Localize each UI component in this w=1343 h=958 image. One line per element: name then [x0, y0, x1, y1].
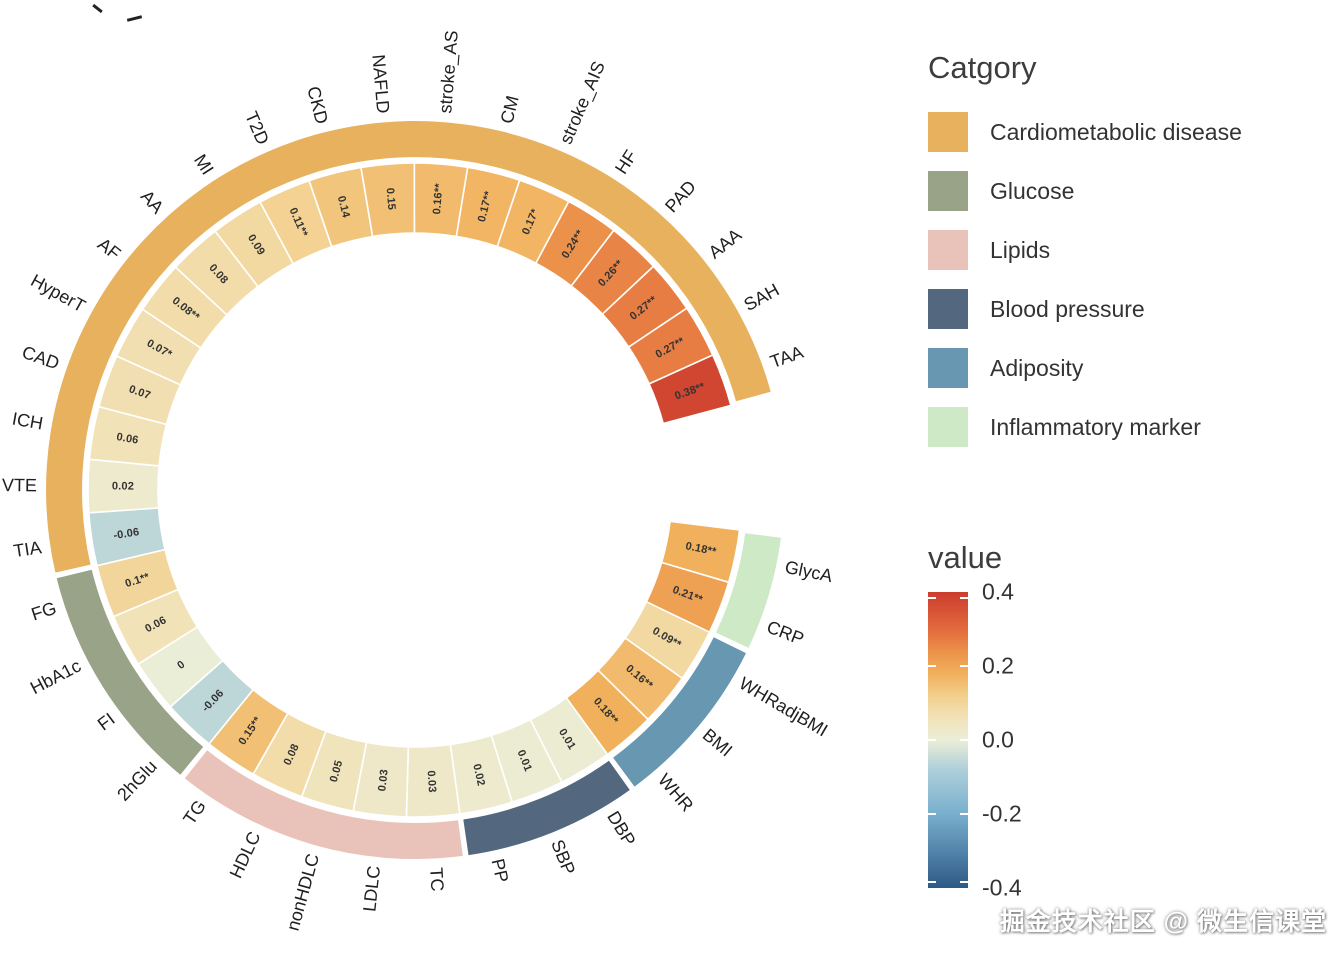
segment-label-WHRadjBMI: WHRadjBMI	[736, 673, 831, 740]
segment-value-TIA: -0.06	[113, 526, 141, 542]
category-arc-adiposity	[613, 637, 746, 787]
legend-label: Inflammatory marker	[990, 413, 1201, 440]
legend-swatch	[928, 112, 968, 152]
segment-label-SBP: SBP	[547, 837, 579, 878]
colorbar-tick-mark	[960, 881, 968, 884]
segment-label-nonHDLC: nonHDLC	[283, 851, 323, 933]
segment-label-TC: TC	[426, 867, 447, 892]
legend-item: Adiposity	[928, 348, 1242, 388]
segment-label-TIA: TIA	[12, 537, 43, 561]
segment-label-VTE: VTE	[2, 475, 37, 495]
segment-label-CKD: CKD	[303, 84, 332, 126]
colorbar-tick-mark	[928, 596, 936, 599]
category-legend: Catgory Cardiometabolic disease Glucose …	[928, 50, 1242, 466]
legend-item: Cardiometabolic disease	[928, 112, 1242, 152]
legend-label: Lipids	[990, 236, 1051, 263]
segment-value-nonHDLC: 0.05	[328, 759, 346, 784]
segment-value-PP: 0.02	[470, 763, 487, 787]
legend-item: Inflammatory marker	[928, 407, 1242, 447]
colorbar-gradient	[928, 592, 968, 888]
circular-chart: 0.18**GlycA0.21**CRP0.09**WHRadjBMI0.16*…	[2, 30, 834, 933]
segment-label-TG: TG	[179, 796, 210, 828]
segment-label-NAFLD: NAFLD	[368, 54, 393, 114]
value-colorbar: value 0.4 0.2 0.0 -0.2 -0.4	[928, 540, 1128, 901]
segment-label-AAA: AAA	[705, 225, 746, 263]
segment-label-T2D: T2D	[241, 108, 273, 147]
legend-label: Cardiometabolic disease	[990, 118, 1242, 145]
legend-item: Lipids	[928, 230, 1242, 270]
segment-label-HyperT: HyperT	[27, 270, 88, 316]
colorbar-tick-mark	[960, 739, 968, 741]
colorbar-tick-mark	[960, 665, 968, 667]
colorbar-tick-label-3: -0.2	[982, 800, 1022, 827]
legend-item: Glucose	[928, 171, 1242, 211]
segment-label-LDLC: LDLC	[359, 865, 384, 913]
segment-value-ICH: 0.06	[116, 431, 140, 447]
segment-value-CKD: 0.14	[335, 195, 352, 220]
legend-swatch	[928, 407, 968, 447]
segment-label-SAH: SAH	[740, 280, 782, 315]
segment-value-stroke_AS: 0.16**	[431, 182, 445, 215]
segment-label-FG: FG	[29, 598, 59, 625]
segment-label-FI: FI	[94, 709, 119, 735]
segment-value-NAFLD: 0.15	[384, 187, 398, 210]
colorbar-tick-label-4: -0.4	[982, 874, 1022, 901]
segment-label-PAD: PAD	[661, 177, 700, 217]
legend-label: Glucose	[990, 177, 1075, 204]
segment-label-CAD: CAD	[19, 342, 62, 374]
colorbar-title: value	[928, 540, 1003, 575]
colorbar-tick-mark	[928, 739, 936, 741]
segment-label-stroke_AIS: stroke_AIS	[556, 58, 610, 147]
segment-label-CM: CM	[497, 94, 523, 126]
colorbar-tick-mark	[928, 813, 936, 815]
segment-label-MI: MI	[190, 151, 218, 179]
segment-label-DBP: DBP	[603, 808, 639, 850]
category-arc-inflammatory-marker	[716, 533, 781, 648]
category-arc-glucose	[56, 569, 204, 775]
legend-swatch	[928, 230, 968, 270]
legend-item: Blood pressure	[928, 289, 1242, 329]
segment-value-TC: 0.03	[425, 770, 438, 793]
segment-label-PP: PP	[488, 857, 513, 885]
segment-label-HDLC: HDLC	[226, 828, 265, 881]
legend-label: Adiposity	[990, 354, 1084, 381]
segment-label-ICH: ICH	[11, 409, 45, 434]
segment-label-GlycA: GlycA	[783, 557, 834, 586]
segment-label-HF: HF	[611, 147, 641, 178]
cell-TAA	[648, 353, 732, 425]
segment-value-LDLC: 0.03	[376, 769, 390, 792]
watermark-text: 掘金技术社区 @ 微生信课堂	[999, 908, 1327, 936]
segment-label-AA: AA	[137, 186, 168, 217]
segment-label-BMI: BMI	[699, 725, 736, 761]
colorbar-tick-label-0: 0.4	[982, 578, 1014, 605]
segment-label-2hGlu: 2hGlu	[113, 756, 161, 805]
segment-label-AF: AF	[94, 234, 124, 264]
colorbar-tick-mark	[960, 813, 968, 815]
segment-value-VTE: 0.02	[112, 480, 134, 492]
legend-swatch	[928, 289, 968, 329]
colorbar-tick-mark	[960, 596, 968, 599]
segment-label-WHR: WHR	[654, 770, 697, 816]
legend-label: Blood pressure	[990, 295, 1145, 322]
colorbar-tick-label-2: 0.0	[982, 726, 1014, 753]
legend-swatch	[928, 348, 968, 388]
segment-label-stroke_AS: stroke_AS	[435, 30, 463, 114]
legend-title: Catgory	[928, 50, 1037, 85]
colorbar-tick-label-1: 0.2	[982, 652, 1014, 679]
legend-swatch	[928, 171, 968, 211]
segment-label-CRP: CRP	[764, 617, 807, 649]
colorbar-tick-mark	[928, 881, 936, 884]
segment-label-HbA1c: HbA1c	[27, 656, 84, 699]
segment-label-TAA: TAA	[768, 342, 806, 372]
colorbar-tick-mark	[928, 665, 936, 667]
category-arc-lipids	[184, 750, 463, 860]
category-arc-blood-pressure	[463, 760, 630, 856]
